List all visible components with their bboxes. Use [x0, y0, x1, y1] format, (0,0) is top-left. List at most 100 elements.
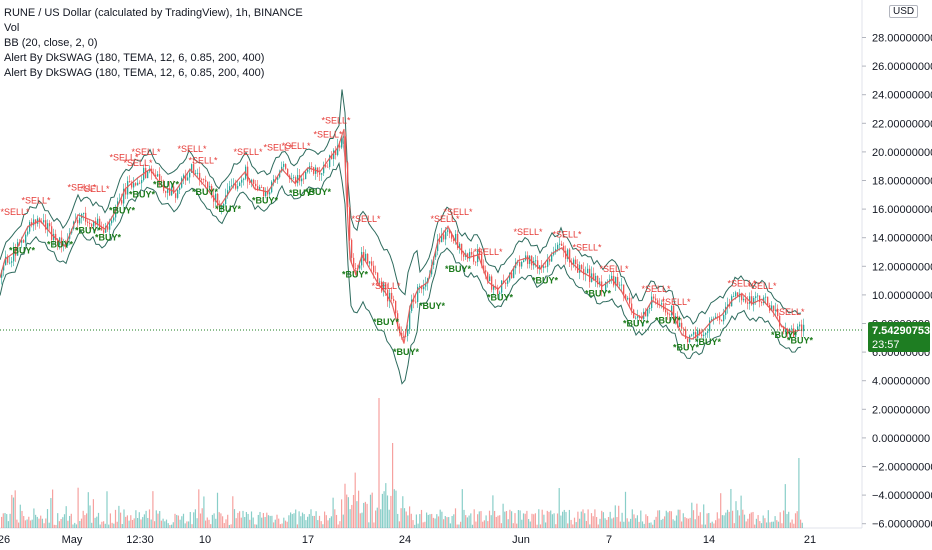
volume-bar	[266, 512, 268, 528]
volume-bar	[210, 524, 212, 528]
candle-body	[155, 174, 157, 177]
volume-bar	[237, 512, 239, 528]
volume-bar	[626, 518, 628, 528]
candle-body	[671, 305, 673, 316]
volume-bar	[337, 524, 339, 528]
volume-bar	[453, 514, 455, 528]
candle-body	[21, 240, 23, 243]
volume-bar	[752, 511, 754, 528]
candle-body	[307, 169, 309, 172]
volume-bar	[398, 521, 400, 528]
candle-body	[419, 286, 421, 287]
sell-signal-label: *SELL*	[599, 264, 629, 274]
candle-body	[695, 332, 697, 339]
candle-body	[697, 330, 699, 339]
sell-signal-label: *SELL*	[177, 144, 207, 154]
legend-alert-2[interactable]: Alert By DkSWAG (180, TEMA, 12, 6, 0.85,…	[4, 67, 265, 79]
candle-body	[757, 295, 759, 297]
volume-bar	[375, 510, 377, 528]
volume-bar	[254, 524, 256, 528]
candle-body	[31, 222, 33, 226]
candle-body	[707, 331, 709, 333]
volume-bar	[641, 521, 644, 528]
volume-bar	[244, 517, 246, 528]
volume-bar	[159, 511, 161, 528]
candle-body	[473, 254, 475, 262]
candle-body	[83, 212, 85, 215]
volume-bar	[580, 511, 582, 528]
candle-body	[159, 174, 161, 181]
buy-signal-label: *BUY*	[445, 264, 472, 274]
volume-bar	[169, 524, 171, 528]
volume-bar	[490, 515, 492, 528]
candle-body	[455, 233, 457, 241]
volume-bar	[65, 506, 67, 528]
candle-body	[637, 316, 639, 318]
currency-badge[interactable]: USD	[889, 5, 919, 18]
volume-bar	[463, 509, 465, 528]
y-tick-label: 4.00000000	[872, 376, 930, 388]
candle-body	[23, 240, 25, 243]
volume-bar	[432, 517, 434, 528]
volume-bar	[548, 511, 550, 528]
volume-bar	[259, 511, 261, 528]
legend-title[interactable]: RUNE / US Dollar (calculated by TradingV…	[4, 7, 303, 19]
candle-body	[389, 292, 391, 302]
volume-bar	[402, 496, 404, 528]
volume-bar	[560, 515, 562, 528]
candle-body	[93, 221, 95, 227]
volume-bar	[45, 518, 47, 528]
candle-body	[377, 272, 379, 282]
legend-alert-1[interactable]: Alert By DkSWAG (180, TEMA, 12, 6, 0.85,…	[4, 52, 265, 64]
sell-signal-label: *SELL*	[321, 115, 351, 125]
candle-body	[795, 330, 797, 337]
volume-bar	[485, 515, 487, 528]
candle-body	[303, 178, 305, 180]
volume-bar	[392, 443, 394, 528]
candle-body	[201, 179, 203, 180]
candle-body	[709, 320, 711, 332]
volume-bar	[444, 516, 446, 528]
volume-bar	[109, 513, 111, 528]
candle-body	[295, 177, 297, 184]
candle-body	[537, 260, 539, 269]
volume-bar	[252, 517, 254, 528]
volume-bar	[7, 521, 9, 528]
volume-bar	[475, 521, 477, 528]
candle-body	[557, 244, 559, 250]
volume-bar	[118, 505, 120, 528]
volume-bar	[308, 514, 310, 528]
volume-bar	[509, 509, 511, 528]
volume-bar	[431, 513, 433, 528]
sell-signal-label: *SELL*	[123, 158, 153, 168]
candle-body	[767, 296, 769, 306]
candle-body	[29, 222, 31, 232]
volume-bar	[233, 509, 236, 528]
candle-body	[477, 249, 479, 263]
candle-body	[487, 272, 489, 282]
volume-bar	[636, 515, 638, 528]
volume-bar	[303, 514, 305, 528]
volume-bar	[504, 511, 506, 528]
candle-body	[283, 164, 285, 167]
volume-bar	[194, 509, 196, 528]
volume-bar	[239, 511, 241, 528]
volume-bar	[456, 524, 458, 528]
volume-bar	[412, 520, 414, 528]
candle-body	[139, 182, 141, 184]
volume-bar	[796, 511, 798, 528]
buy-signal-label: *BUY*	[532, 275, 559, 285]
volume-bar	[351, 504, 353, 528]
volume-bar	[307, 516, 309, 528]
buy-signal-label: *BUY*	[585, 288, 612, 298]
candle-body	[471, 252, 473, 255]
candle-body	[447, 230, 449, 232]
legend-vol[interactable]: Vol	[4, 22, 20, 34]
volume-bar	[317, 520, 319, 528]
volume-bar	[177, 515, 179, 528]
legend-bb[interactable]: BB (20, close, 2, 0)	[4, 37, 98, 49]
volume-bar	[142, 517, 144, 528]
volume-bar	[324, 511, 326, 528]
volume-bar	[165, 519, 168, 528]
